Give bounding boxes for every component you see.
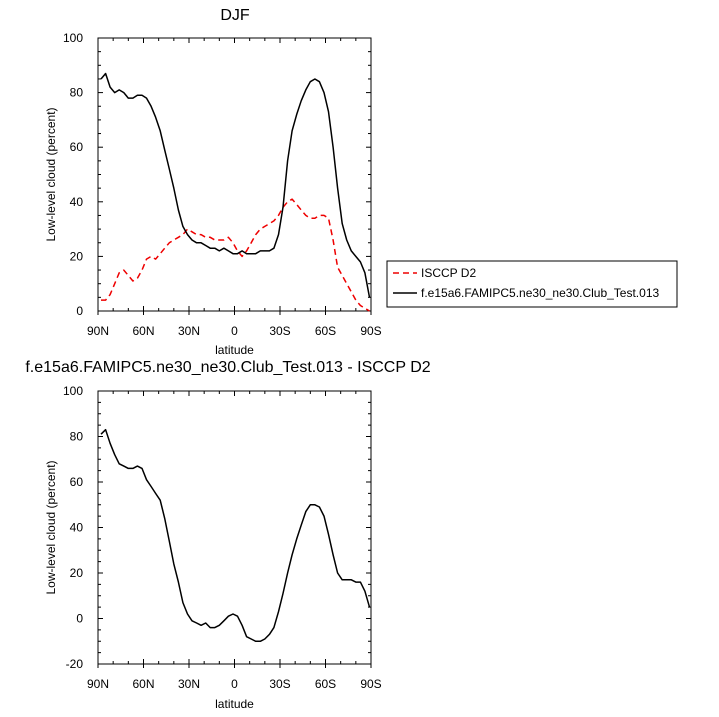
plot-frame: [97, 37, 372, 312]
x-axis-label: latitude: [215, 697, 254, 711]
legend: ISCCP D2 f.e15a6.FAMIPC5.ne30_ne30.Club_T…: [386, 260, 678, 308]
chart-title: f.e15a6.FAMIPC5.ne30_ne30.Club_Test.013 …: [25, 359, 430, 376]
x-tick-label: 30N: [178, 324, 200, 338]
y-tick-label: 100: [63, 384, 83, 398]
x-axis-label: latitude: [215, 343, 254, 357]
y-tick-label: 0: [76, 304, 83, 318]
chart-panel-2: f.e15a6.FAMIPC5.ne30_ne30.Club_Test.013 …: [25, 359, 430, 711]
legend-label: ISCCP D2: [421, 266, 476, 280]
x-tick-label: 60N: [132, 677, 154, 691]
x-tick-label: 90N: [87, 677, 109, 691]
y-tick-label: 20: [70, 566, 84, 580]
x-tick-label: 30N: [178, 677, 200, 691]
x-tick-label: 60N: [132, 324, 154, 338]
y-tick-label: 60: [70, 475, 84, 489]
model-series-line: [100, 428, 371, 643]
y-tick-label: 20: [70, 249, 84, 263]
x-tick-label: 90S: [360, 677, 381, 691]
legend-box: [386, 260, 678, 308]
x-tick-label: 60S: [315, 324, 336, 338]
y-tick-label: 80: [70, 430, 84, 444]
chart-title: DJF: [220, 7, 250, 24]
y-tick-label: -20: [66, 657, 84, 671]
chart-panel-1: DJF 0 20 40 60 80 100 90N 60N 30N 0 30S 60S 90S latitu…: [44, 7, 678, 357]
x-tick-label: 30S: [269, 677, 290, 691]
x-tick-label: 90S: [360, 324, 381, 338]
x-tick-label: 30S: [269, 324, 290, 338]
y-tick-label: 0: [76, 612, 83, 626]
y-tick-label: 100: [63, 31, 83, 45]
x-tick-label: 0: [231, 324, 238, 338]
y-axis-label: Low-level cloud (percent): [44, 107, 58, 241]
isccp-series-line: [101, 198, 370, 312]
y-tick-label: 60: [70, 140, 84, 154]
legend-label: f.e15a6.FAMIPC5.ne30_ne30.Club_Test.013: [421, 286, 659, 300]
y-tick-label: 40: [70, 195, 84, 209]
plot-frame: [97, 390, 372, 665]
model-series-line: [100, 72, 371, 298]
y-tick-label: 80: [70, 86, 84, 100]
y-tick-label: 40: [70, 521, 84, 535]
x-tick-label: 90N: [87, 324, 109, 338]
x-tick-label: 0: [231, 677, 238, 691]
y-axis-label: Low-level cloud (percent): [44, 460, 58, 594]
x-tick-label: 60S: [315, 677, 336, 691]
